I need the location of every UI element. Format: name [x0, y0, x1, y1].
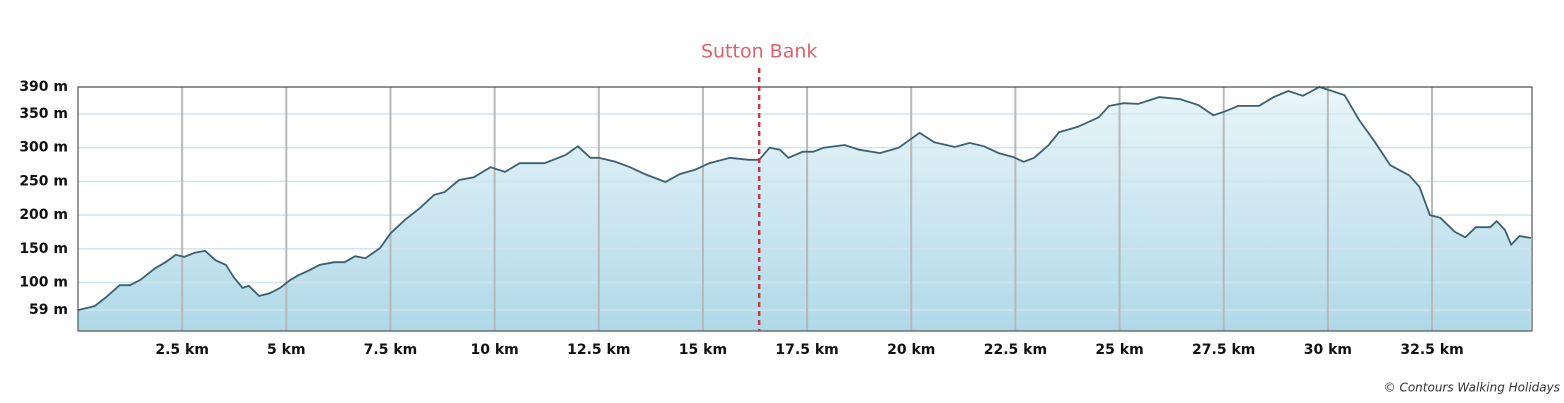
- y-tick-label: 59 m: [29, 302, 68, 318]
- x-tick-label: 32.5 km: [1400, 342, 1463, 358]
- x-tick-label: 2.5 km: [155, 342, 209, 358]
- x-tick-label: 7.5 km: [364, 342, 418, 358]
- y-tick-label: 150 m: [19, 241, 68, 257]
- x-tick-label: 20 km: [887, 342, 935, 358]
- x-tick-label: 10 km: [470, 342, 518, 358]
- x-tick-label: 12.5 km: [567, 342, 630, 358]
- x-tick-label: 25 km: [1095, 342, 1143, 358]
- credit: © Contours Walking Holidays: [1384, 381, 1560, 395]
- y-tick-label: 390 m: [19, 79, 68, 95]
- x-tick-label: 22.5 km: [984, 342, 1047, 358]
- x-tick-label: 5 km: [267, 342, 306, 358]
- x-tick-label: 30 km: [1304, 342, 1352, 358]
- plot-frame: [77, 86, 1533, 332]
- annotation-label: Sutton Bank: [701, 41, 817, 63]
- y-tick-label: 100 m: [19, 274, 68, 290]
- y-tick-label: 350 m: [19, 106, 68, 122]
- area-fill: [78, 87, 1531, 331]
- x-tick-label: 27.5 km: [1192, 342, 1255, 358]
- y-tick-label: 300 m: [19, 140, 68, 156]
- x-tick-label: 17.5 km: [775, 342, 838, 358]
- y-tick-label: 200 m: [19, 207, 68, 223]
- y-tick-label: 250 m: [19, 173, 68, 189]
- x-tick-label: 15 km: [679, 342, 727, 358]
